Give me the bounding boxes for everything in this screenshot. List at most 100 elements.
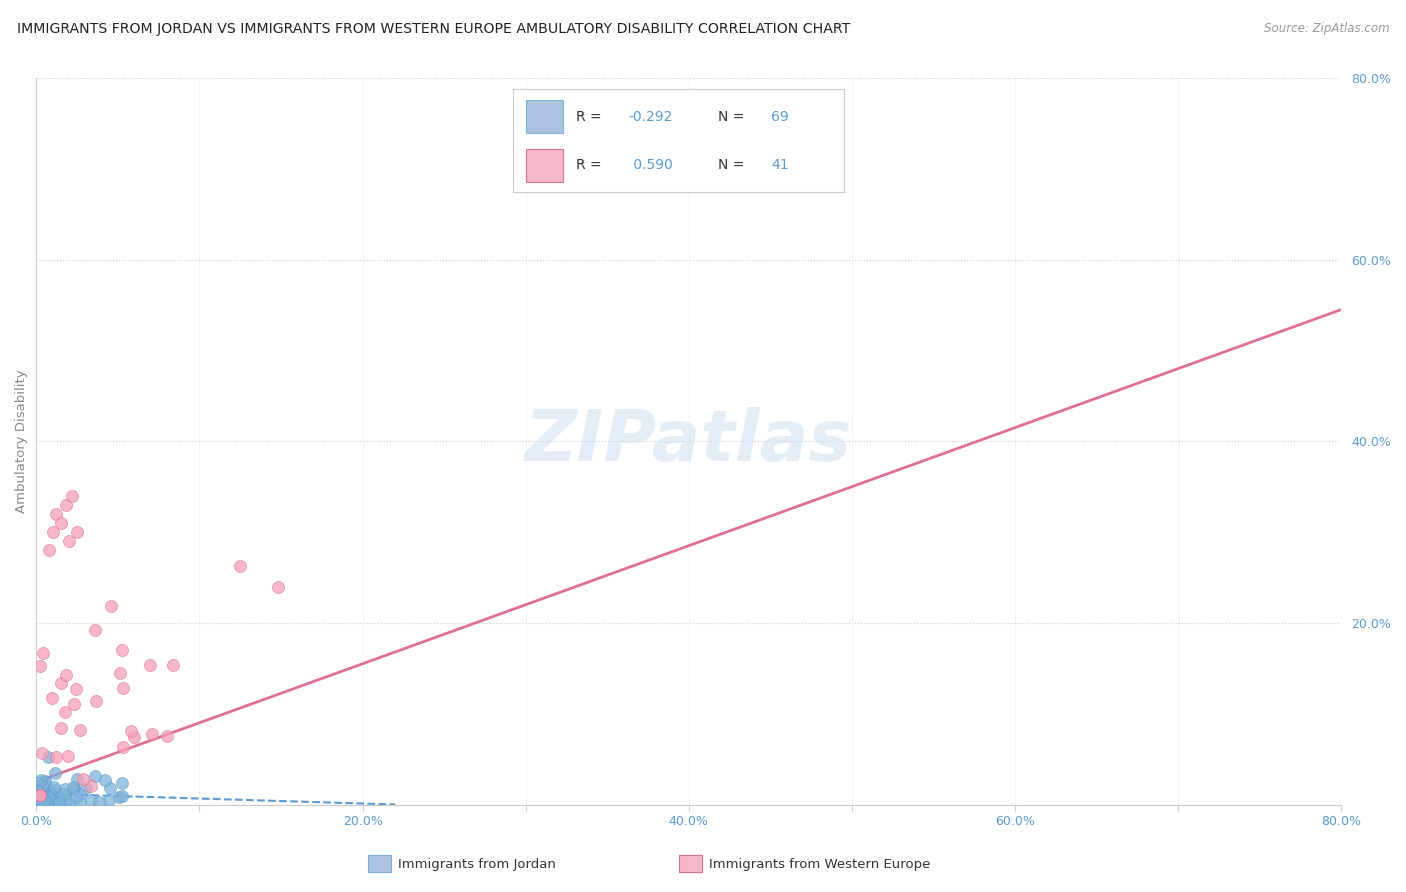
Point: [62, 780, 84, 794]
Point: [138, 658, 160, 673]
Point: [69, 787, 91, 801]
Point: [84, 694, 107, 708]
Point: [48, 790, 70, 805]
Point: [27, 783, 49, 797]
Point: [39, 787, 62, 801]
Point: [31, 779, 53, 793]
Text: -0.292: -0.292: [628, 110, 673, 124]
Point: [58, 749, 80, 764]
Point: [37, 789, 59, 804]
Point: [98, 793, 121, 807]
Point: [45, 507, 67, 521]
Point: [141, 727, 163, 741]
Point: [27, 776, 49, 790]
Point: [111, 681, 134, 695]
Text: Immigrants from Western Europe: Immigrants from Western Europe: [709, 858, 929, 871]
Point: [27, 791, 49, 805]
Point: [39, 795, 62, 809]
Text: Source: ZipAtlas.com: Source: ZipAtlas.com: [1264, 22, 1389, 36]
Point: [27, 796, 49, 810]
Point: [120, 723, 142, 738]
Point: [28, 793, 51, 807]
Point: [80, 793, 103, 807]
Point: [27, 796, 49, 810]
Point: [31, 793, 53, 807]
Point: [48, 797, 70, 811]
Point: [58, 795, 80, 809]
Point: [28, 797, 51, 811]
Point: [37, 796, 59, 810]
Point: [58, 534, 80, 549]
Point: [44, 780, 66, 794]
Point: [38, 543, 60, 558]
Text: N =: N =: [718, 158, 749, 172]
Point: [45, 795, 67, 809]
Point: [42, 789, 65, 804]
FancyBboxPatch shape: [526, 101, 562, 133]
Point: [122, 731, 145, 745]
Point: [66, 772, 89, 786]
Point: [84, 768, 107, 782]
Point: [30, 779, 52, 793]
Point: [28, 789, 51, 803]
Point: [65, 682, 87, 697]
Point: [84, 623, 107, 637]
Point: [53, 782, 76, 797]
Point: [34, 793, 56, 807]
Point: [31, 790, 53, 805]
Point: [48, 797, 70, 811]
Point: [267, 580, 290, 594]
Point: [162, 658, 184, 673]
Point: [28, 796, 51, 810]
Point: [111, 643, 134, 657]
Point: [229, 559, 252, 574]
Point: [55, 793, 77, 807]
Text: Immigrants from Jordan: Immigrants from Jordan: [398, 858, 555, 871]
Point: [28, 789, 51, 803]
Point: [49, 676, 72, 690]
Point: [66, 524, 89, 539]
Text: 69: 69: [770, 110, 789, 124]
Point: [48, 797, 70, 811]
Point: [53, 705, 76, 719]
Point: [34, 773, 56, 788]
Point: [39, 789, 62, 803]
Point: [156, 729, 179, 743]
Point: [111, 739, 134, 754]
Point: [28, 791, 51, 805]
Point: [55, 498, 77, 512]
Point: [32, 780, 55, 794]
Point: [34, 794, 56, 808]
Point: [27, 787, 49, 801]
Point: [30, 773, 52, 788]
Point: [98, 781, 121, 796]
Point: [111, 776, 134, 790]
Point: [30, 793, 52, 807]
Text: N =: N =: [718, 110, 749, 124]
Point: [94, 772, 117, 787]
Point: [72, 772, 94, 786]
Text: 41: 41: [770, 158, 789, 172]
Point: [75, 781, 97, 796]
Point: [30, 784, 52, 798]
Point: [34, 775, 56, 789]
Point: [80, 779, 103, 793]
Point: [55, 668, 77, 682]
Point: [100, 599, 122, 614]
Point: [63, 698, 86, 712]
Point: [49, 722, 72, 736]
Point: [28, 659, 51, 673]
Text: IMMIGRANTS FROM JORDAN VS IMMIGRANTS FROM WESTERN EUROPE AMBULATORY DISABILITY C: IMMIGRANTS FROM JORDAN VS IMMIGRANTS FRO…: [17, 22, 851, 37]
Point: [37, 781, 59, 796]
Point: [42, 794, 65, 808]
FancyBboxPatch shape: [526, 149, 562, 181]
Point: [107, 789, 129, 804]
Point: [41, 524, 63, 539]
Y-axis label: Ambulatory Disability: Ambulatory Disability: [15, 369, 28, 513]
Point: [27, 797, 49, 811]
Point: [49, 516, 72, 530]
Point: [111, 789, 134, 803]
Point: [52, 787, 75, 801]
Text: 0.590: 0.590: [628, 158, 672, 172]
Point: [32, 791, 55, 805]
